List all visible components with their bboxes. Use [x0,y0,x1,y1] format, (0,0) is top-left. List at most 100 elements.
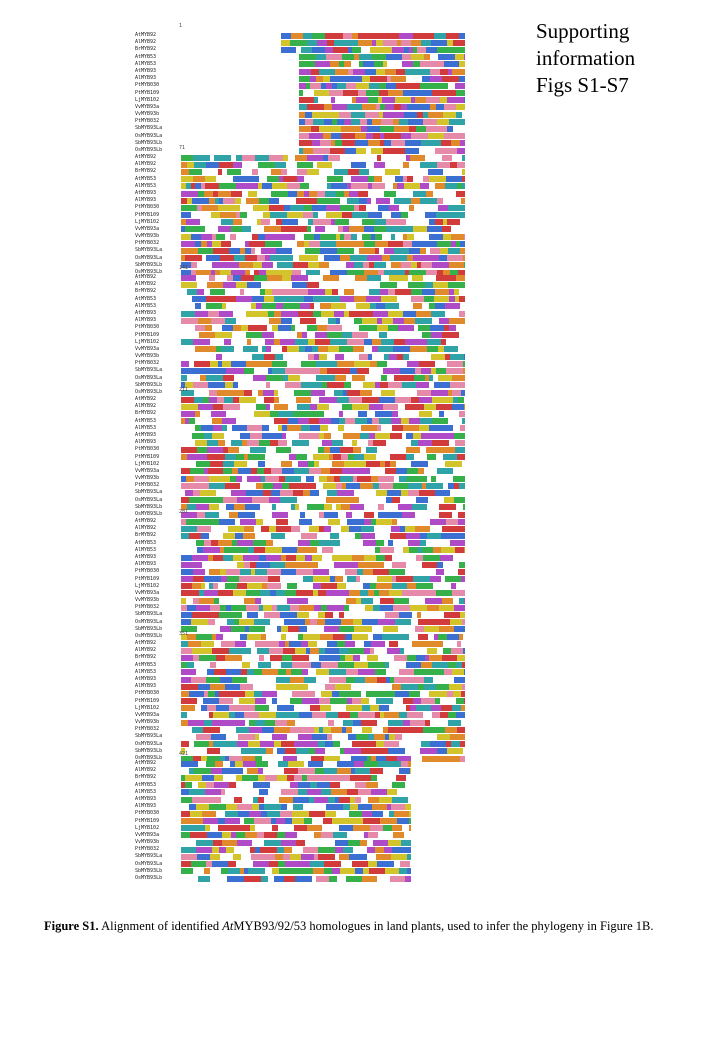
residue-segment [364,640,371,647]
residue-segment [207,640,214,647]
residue-segment [347,197,359,204]
residue-segment [209,274,215,281]
residue-segment [207,748,220,755]
gap-segment [429,382,434,389]
residue-segment [418,439,432,446]
residue-segment [191,183,195,190]
alignment-row [181,796,465,803]
residue-segment [209,712,213,719]
residue-segment [185,382,193,389]
residue-segment [247,583,262,590]
gap-segment [439,719,448,726]
residue-segment [409,269,426,276]
residue-segment [299,82,306,89]
residue-segment [204,868,210,875]
heading-line-3: Figs S1-S7 [536,73,629,97]
residue-segment [409,204,414,211]
gap-segment [288,154,295,161]
sequence-name: AtMYB53 [135,539,157,546]
residue-segment [444,497,454,504]
residue-segment [323,133,331,140]
alignment-row [181,432,465,439]
residue-segment [421,662,432,669]
residue-segment [451,240,456,247]
residue-segment [276,288,291,295]
gap-segment [210,154,214,161]
residue-segment [349,619,353,626]
residue-segment [201,233,212,240]
residue-segment [340,75,350,82]
residue-segment [387,75,391,82]
residue-segment [348,818,356,825]
gap-segment [300,375,316,382]
gap-segment [218,583,225,590]
residue-segment [211,734,226,741]
residue-segment [446,518,458,525]
residue-segment [317,197,329,204]
gap-segment [200,410,211,417]
residue-segment [429,654,442,661]
gap-segment [367,410,375,417]
residue-segment [181,662,187,669]
residue-segment [274,296,288,303]
figure-caption: Figure S1. Alignment of identified AtMYB… [44,918,674,935]
residue-segment [206,375,223,382]
alignment-row [181,853,465,861]
gap-segment [397,789,411,796]
residue-segment [221,868,228,875]
residue-segment [193,490,200,497]
residue-segment [374,226,386,233]
gap-segment [262,755,279,762]
residue-segment [331,133,341,140]
residue-segment [344,288,354,295]
residue-segment [331,183,347,190]
residue-segment [185,774,202,781]
residue-segment [448,281,465,288]
gap-segment [308,274,323,281]
gap-segment [364,547,375,554]
residue-segment [442,332,459,339]
residue-segment [405,525,415,532]
residue-segment [455,532,465,539]
residue-segment [389,734,395,741]
gap-segment [181,296,187,303]
residue-segment [437,468,453,475]
gap-segment [221,796,234,803]
residue-segment [368,832,378,839]
residue-segment [455,446,465,453]
residue-segment [316,75,323,82]
residue-segment [339,690,349,697]
gap-segment [352,726,362,733]
residue-segment [392,796,408,803]
residue-segment [205,796,221,803]
residue-segment [235,612,242,619]
residue-segment [204,719,212,726]
residue-segment [421,140,426,147]
residue-segment [195,425,201,432]
gap-segment [264,796,279,803]
residue-segment [425,597,442,604]
residue-segment [323,111,339,118]
residue-segment [307,324,317,331]
residue-segment [299,90,303,97]
residue-segment [205,183,209,190]
residue-segment [181,176,193,183]
gap-segment [430,525,442,532]
gap-segment [223,774,236,781]
gap-segment [432,410,439,417]
residue-segment [384,133,401,140]
residue-segment [407,868,411,875]
gap-segment [462,461,465,468]
residue-segment [312,554,322,561]
residue-segment [364,240,375,247]
residue-segment [454,626,465,633]
residue-segment [234,619,239,626]
gap-segment [287,803,293,810]
residue-segment [276,446,291,453]
residue-segment [440,712,448,719]
residue-segment [407,176,413,183]
residue-segment [401,683,418,690]
alignment-row [181,389,465,396]
residue-segment [285,832,297,839]
residue-segment [181,269,191,276]
